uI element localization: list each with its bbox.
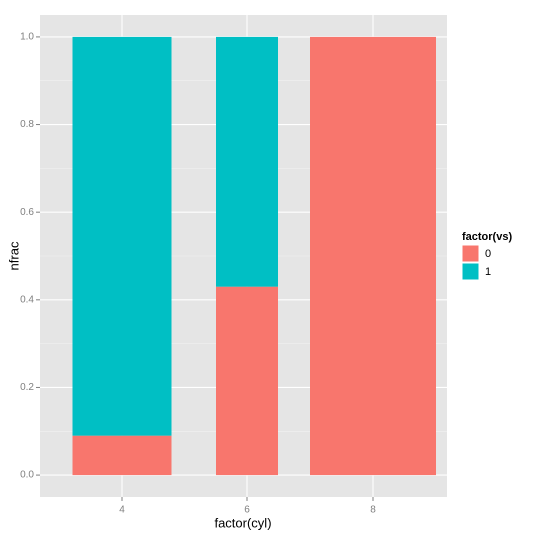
legend-label: 1: [485, 266, 491, 278]
bar-segment: [310, 36, 436, 476]
legend-title: factor(vs): [462, 231, 512, 243]
legend-label: 0: [485, 248, 491, 260]
x-tick-label: 4: [119, 505, 125, 516]
bar-segment: [72, 435, 172, 476]
bar-segment: [216, 286, 278, 476]
bar-segment: [72, 36, 172, 436]
legend-key: [461, 244, 480, 263]
x-tick-label: 8: [370, 505, 376, 516]
bar-segment: [216, 36, 278, 287]
y-tick-label: 0.0: [20, 470, 34, 481]
y-axis-title: nfrac: [6, 241, 21, 270]
legend-key: [461, 262, 480, 281]
y-tick-label: 1.0: [20, 32, 34, 43]
x-axis-title: factor(cyl): [214, 515, 271, 530]
y-tick-label: 0.4: [20, 294, 34, 305]
y-tick-label: 0.2: [20, 382, 34, 393]
y-tick-label: 0.6: [20, 207, 34, 218]
y-tick-label: 0.8: [20, 119, 34, 130]
x-tick-label: 6: [244, 505, 250, 516]
